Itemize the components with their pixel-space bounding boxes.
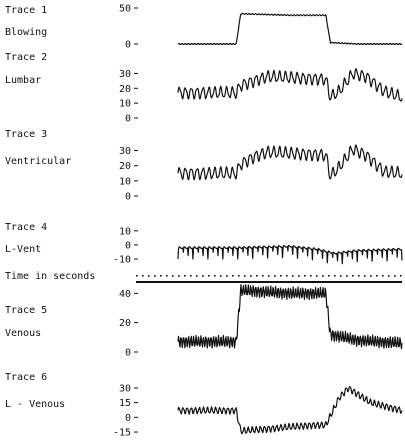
time-marker-dot bbox=[340, 275, 342, 277]
trace-2-sublabel: Lumbar bbox=[5, 75, 41, 86]
time-marker-dot bbox=[286, 275, 288, 277]
trace-3-label: Trace 3 bbox=[5, 129, 47, 140]
trace-3-tick-label: 10 bbox=[119, 176, 131, 187]
time-marker-dot bbox=[190, 275, 192, 277]
trace-4-tick-label: 10 bbox=[119, 226, 131, 237]
trace-6-group: Trace 6 L - Venous bbox=[5, 372, 65, 410]
time-marker-dot bbox=[136, 275, 138, 277]
time-marker-dot bbox=[184, 275, 186, 277]
time-marker-dot bbox=[154, 275, 156, 277]
time-marker-dot bbox=[394, 275, 396, 277]
time-in-seconds-label: Time in seconds bbox=[5, 271, 95, 282]
trace-2-waveform bbox=[177, 68, 403, 102]
time-marker-dot bbox=[346, 275, 348, 277]
time-marker-dot bbox=[256, 275, 258, 277]
time-marker-dot bbox=[208, 275, 210, 277]
time-marker-dot bbox=[262, 275, 264, 277]
time-marker-dot bbox=[250, 275, 252, 277]
trace-1-label: Trace 1 bbox=[5, 5, 47, 16]
time-marker-dot bbox=[232, 275, 234, 277]
chart-marks: 0 50 0 10 20 30 0 10 20 30 -10 0 10 0 20 40 -15 0 15 30 bbox=[113, 4, 403, 439]
time-marker-dot bbox=[316, 275, 318, 277]
time-marker-dot bbox=[328, 275, 330, 277]
trace-6-tick-label: -15 bbox=[113, 428, 131, 439]
time-marker-dot bbox=[376, 275, 378, 277]
trace-2-tick-label: 10 bbox=[119, 99, 131, 110]
trace-1-waveform bbox=[177, 12, 403, 45]
time-marker-dot bbox=[400, 275, 402, 277]
time-marker-dot bbox=[298, 275, 300, 277]
time-marker-dot bbox=[382, 275, 384, 277]
time-marker-dot bbox=[226, 275, 228, 277]
time-marker-dot bbox=[352, 275, 354, 277]
trace-2-group: Trace 2 Lumbar bbox=[5, 52, 47, 86]
trace-5-sublabel: Venous bbox=[5, 328, 41, 339]
time-marker-dot bbox=[322, 275, 324, 277]
time-marker-dot bbox=[292, 275, 294, 277]
trace-3-tick-label: 30 bbox=[119, 146, 131, 157]
time-marker-dot bbox=[148, 275, 150, 277]
time-marker-dot bbox=[178, 275, 180, 277]
time-marker-dot bbox=[304, 275, 306, 277]
trace-1-group: Trace 1 Blowing bbox=[5, 5, 47, 38]
trace-6-sublabel: L - Venous bbox=[5, 399, 65, 410]
time-marker-dot bbox=[370, 275, 372, 277]
trace-3-group: Trace 3 Ventricular bbox=[5, 129, 71, 167]
trace-1-tick-label: 0 bbox=[125, 40, 131, 51]
trace-1-sublabel: Blowing bbox=[5, 27, 47, 38]
time-marker-dot bbox=[268, 275, 270, 277]
trace-3-waveform bbox=[177, 144, 403, 181]
trace-2-tick-label: 0 bbox=[125, 114, 131, 125]
trace-4-sublabel: L-Vent bbox=[5, 244, 41, 255]
trace-1-tick-label: 50 bbox=[119, 4, 131, 15]
time-marker-dot bbox=[166, 275, 168, 277]
time-marker-dot bbox=[274, 275, 276, 277]
trace-6-label: Trace 6 bbox=[5, 372, 47, 383]
time-marker-dot bbox=[244, 275, 246, 277]
trace-6-waveform bbox=[177, 386, 403, 435]
trace-5-tick-label: 40 bbox=[119, 289, 131, 300]
time-marker-dot bbox=[280, 275, 282, 277]
trace-4-waveform bbox=[177, 244, 403, 265]
trace-4-group: Trace 4 L-Vent bbox=[5, 222, 47, 255]
time-marker-dot bbox=[310, 275, 312, 277]
trace-2-label: Trace 2 bbox=[5, 52, 47, 63]
time-marker-dot bbox=[334, 275, 336, 277]
trace-5-tick-label: 0 bbox=[125, 348, 131, 359]
trace-5-waveform bbox=[177, 284, 403, 350]
trace-4-tick-label: 0 bbox=[125, 240, 131, 251]
time-marker-dot bbox=[364, 275, 366, 277]
time-marker-dot bbox=[214, 275, 216, 277]
trace-5-label: Trace 5 bbox=[5, 305, 47, 316]
trace-6-tick-label: 30 bbox=[119, 383, 131, 394]
trace-5-group: Trace 5 Venous bbox=[5, 305, 47, 339]
time-marker-dot bbox=[220, 275, 222, 277]
trace-6-tick-label: 0 bbox=[125, 413, 131, 424]
trace-4-tick-label: -10 bbox=[113, 254, 131, 265]
trace-3-tick-label: 0 bbox=[125, 192, 131, 203]
trace-3-sublabel: Ventricular bbox=[5, 156, 71, 167]
time-marker-dot bbox=[358, 275, 360, 277]
trace-5-tick-label: 20 bbox=[119, 318, 131, 329]
time-marker-dot bbox=[142, 275, 144, 277]
trace-3-tick-label: 20 bbox=[119, 161, 131, 172]
time-marker-dot bbox=[202, 275, 204, 277]
trace-2-tick-label: 20 bbox=[119, 84, 131, 95]
time-marker-dot bbox=[196, 275, 198, 277]
time-marker-dot bbox=[388, 275, 390, 277]
trace-4-label: Trace 4 bbox=[5, 222, 47, 233]
time-marker-dot bbox=[160, 275, 162, 277]
trace-6-tick-label: 15 bbox=[119, 398, 131, 409]
trace-2-tick-label: 30 bbox=[119, 69, 131, 80]
time-marker-dot bbox=[238, 275, 240, 277]
time-marker-dot bbox=[172, 275, 174, 277]
